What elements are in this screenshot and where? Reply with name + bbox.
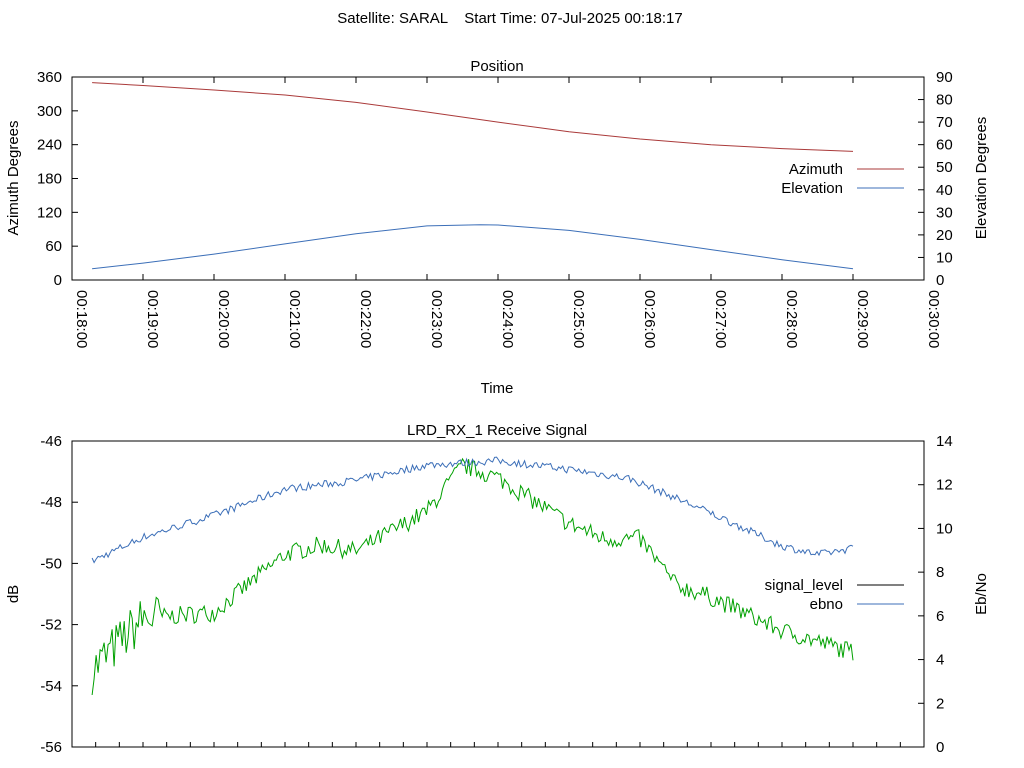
receive-series xyxy=(91,456,854,696)
y1-tick-label: 60 xyxy=(45,238,62,255)
x-tick-label: 00:26:00 xyxy=(641,290,658,348)
y1-tick-label: -56 xyxy=(40,739,62,756)
y2-tick-label: 20 xyxy=(936,227,953,244)
position-series xyxy=(92,82,854,270)
x-tick-label: 00:19:00 xyxy=(144,290,161,348)
series-azimuth xyxy=(92,82,854,152)
y1-tick-label: -50 xyxy=(40,555,62,572)
y2-tick-label: 90 xyxy=(936,69,953,86)
receive-x-ticks xyxy=(95,742,901,747)
x-tick-label: 00:29:00 xyxy=(854,290,871,348)
legend-azimuth-label: Azimuth xyxy=(789,161,843,178)
y2-tick-label: 0 xyxy=(936,739,944,756)
receive-y2-ticks: 0 2 4 6 8 10 12 14 xyxy=(918,433,953,756)
position-chart: Position 0 60 120 180 240 300 360 0 10 20 30 40 50 6… xyxy=(5,58,990,397)
y1-tick-label: 360 xyxy=(37,69,62,86)
receive-y2label: Eb/No xyxy=(973,573,990,615)
y1-tick-label: 0 xyxy=(54,272,62,289)
y2-tick-label: 10 xyxy=(936,520,953,537)
receive-y1-ticks: -46 -48 -50 -52 -54 -56 xyxy=(40,433,78,756)
y2-tick-label: 50 xyxy=(936,159,953,176)
legend-ebno-label: ebno xyxy=(810,596,843,613)
position-y1-ticks: 0 60 120 180 240 300 360 xyxy=(37,69,78,289)
series-ebno xyxy=(91,456,854,564)
series-signal-level xyxy=(91,457,854,696)
x-tick-label: 00:23:00 xyxy=(428,290,445,348)
y1-tick-label: 300 xyxy=(37,103,62,120)
y2-tick-label: 4 xyxy=(936,652,944,669)
x-tick-label: 00:28:00 xyxy=(783,290,800,348)
y2-tick-label: 70 xyxy=(936,114,953,131)
position-x-ticks: 00:18:00 00:19:00 00:20:00 00:21:00 00:22:00… xyxy=(71,77,942,348)
x-tick-label: 00:18:00 xyxy=(73,290,90,348)
y2-tick-label: 30 xyxy=(936,204,953,221)
y2-tick-label: 0 xyxy=(936,272,944,289)
header-title: Satellite: SARAL Start Time: 07-Jul-2025… xyxy=(337,10,682,27)
x-tick-label: 00:24:00 xyxy=(499,290,516,348)
receive-legend: signal_level ebno xyxy=(765,577,904,613)
receive-title: LRD_RX_1 Receive Signal xyxy=(407,422,587,439)
y1-tick-label: 120 xyxy=(37,204,62,221)
receive-plot-frame xyxy=(71,440,925,748)
position-title: Position xyxy=(470,58,523,75)
y1-tick-label: 180 xyxy=(37,171,62,188)
y1-tick-label: -54 xyxy=(40,678,62,695)
y1-tick-label: -52 xyxy=(40,617,62,634)
position-legend: Azimuth Elevation xyxy=(781,161,904,197)
legend-signal-level-label: signal_level xyxy=(765,577,843,594)
position-y2label: Elevation Degrees xyxy=(973,117,990,240)
y2-tick-label: 8 xyxy=(936,564,944,581)
x-tick-label: 00:20:00 xyxy=(215,290,232,348)
x-tick-label: 00:21:00 xyxy=(286,290,303,348)
y2-tick-label: 60 xyxy=(936,137,953,154)
x-tick-label: 00:27:00 xyxy=(712,290,729,348)
position-plot-frame xyxy=(71,76,925,281)
y1-tick-label: -46 xyxy=(40,433,62,450)
x-tick-label: 00:25:00 xyxy=(570,290,587,348)
y1-tick-label: 240 xyxy=(37,137,62,154)
y2-tick-label: 2 xyxy=(936,695,944,712)
series-elevation xyxy=(92,224,854,270)
x-tick-label: 00:30:00 xyxy=(925,290,942,348)
position-y2-ticks: 0 10 20 30 40 50 60 70 80 90 xyxy=(918,69,953,289)
position-xlabel: Time xyxy=(481,380,514,397)
legend-elevation-label: Elevation xyxy=(781,180,843,197)
y2-tick-label: 14 xyxy=(936,433,953,450)
receive-ylabel: dB xyxy=(5,585,22,603)
y2-tick-label: 40 xyxy=(936,182,953,199)
y2-tick-label: 80 xyxy=(936,92,953,109)
position-ylabel: Azimuth Degrees xyxy=(5,120,22,235)
y2-tick-label: 12 xyxy=(936,477,953,494)
y2-tick-label: 10 xyxy=(936,249,953,266)
y2-tick-label: 6 xyxy=(936,608,944,625)
receive-signal-chart: LRD_RX_1 Receive Signal -46-48-50-52-54-… xyxy=(5,422,990,756)
y1-tick-label: -48 xyxy=(40,494,62,511)
x-tick-label: 00:22:00 xyxy=(357,290,374,348)
